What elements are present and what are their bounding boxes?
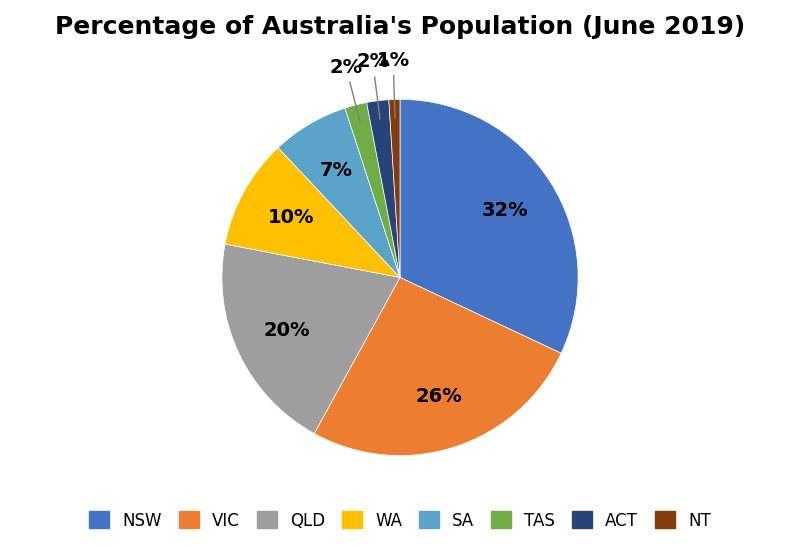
Legend: NSW, VIC, QLD, WA, SA, TAS, ACT, NT: NSW, VIC, QLD, WA, SA, TAS, ACT, NT xyxy=(82,505,718,536)
Text: 20%: 20% xyxy=(264,321,310,340)
Text: 26%: 26% xyxy=(415,386,462,406)
Text: 2%: 2% xyxy=(330,58,362,123)
Text: 2%: 2% xyxy=(356,52,390,119)
Text: 10%: 10% xyxy=(267,208,314,227)
Wedge shape xyxy=(222,244,400,434)
Wedge shape xyxy=(314,277,561,456)
Wedge shape xyxy=(400,99,578,353)
Title: Percentage of Australia's Population (June 2019): Percentage of Australia's Population (Ju… xyxy=(55,15,745,39)
Wedge shape xyxy=(389,99,400,277)
Text: 1%: 1% xyxy=(377,51,410,118)
Text: 7%: 7% xyxy=(320,161,353,180)
Text: 32%: 32% xyxy=(482,201,529,220)
Wedge shape xyxy=(278,108,400,277)
Wedge shape xyxy=(225,148,400,277)
Wedge shape xyxy=(345,103,400,277)
Wedge shape xyxy=(366,100,400,277)
